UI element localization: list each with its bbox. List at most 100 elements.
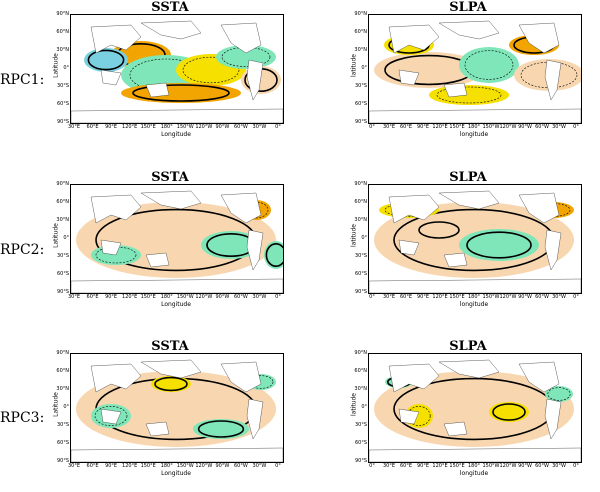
y-tick-label: 90°S [56,289,69,295]
x-tick-label: 120°E [432,463,448,469]
anomaly-region [545,386,573,402]
continent-outline [369,447,581,462]
x-tick-label: 30°E [67,294,81,300]
continent-outline [398,239,420,256]
y-tick-label: 30°N [56,386,69,392]
map-plot [368,14,582,124]
x-tick-label: 180° [160,124,173,130]
y-tick-label: 30°S [354,83,367,89]
y-tick-label: 60°N [354,199,367,205]
contour-line [154,376,188,392]
continent-outline [246,59,264,101]
x-axis-label: Longitude [161,470,191,477]
y-tick-label: 90°N [354,181,367,187]
continent-outline [388,194,440,224]
continent-outline [140,20,202,40]
continent-outline [398,408,420,425]
x-tick-label: 30°W [252,124,267,130]
x-tick-label: 0° [573,463,579,469]
anomaly-region [151,376,191,392]
anomaly-region [374,371,574,447]
x-tick-label: 120°E [432,294,448,300]
y-tick-label: 90°N [56,181,69,187]
continent-outline [90,363,142,393]
x-tick-label: 90°W [518,294,532,300]
continent-outline [369,278,581,293]
x-axis-label: longitude [459,301,489,308]
continent-outline [100,408,122,425]
x-tick-label: 150°W [176,463,194,469]
x-tick-label: 120°E [122,463,138,469]
x-tick-label: 150°E [140,463,156,469]
continent-outline [71,447,283,462]
contour-line [265,243,283,267]
x-tick-label: 30°W [252,463,267,469]
y-tick-label: 60°S [354,271,367,277]
anomaly-region [121,83,241,103]
y-tick-label: 90°S [354,289,367,295]
y-tick-label: 30°N [354,217,367,223]
x-tick-label: 180° [467,463,481,469]
y-axis-ticks: 90°N 60°N 30°N 0° 30°S 60°S 90°S [56,181,70,295]
x-tick-label: 90°W [518,124,532,130]
x-tick-label: 120°E [122,124,138,130]
x-tick-label: 180° [160,294,173,300]
x-tick-label: 180° [467,294,481,300]
x-tick-label: 0° [275,463,281,469]
x-tick-label: 150°W [176,294,194,300]
x-tick-label: 60°E [399,463,413,469]
continent-outline [544,398,562,440]
y-tick-label: 30°S [56,253,69,259]
anomaly-region [489,402,529,422]
x-tick-label: 30°E [382,294,396,300]
y-tick-label: 30°S [56,83,69,89]
x-tick-label: 90°E [105,124,118,130]
y-tick-label: 60°N [56,368,69,374]
x-tick-label: 90°E [416,294,430,300]
x-axis-ticks: 0° 30°E 60°E 90°E 120°E 150°E 180° 150°W 120°W 90… [368,124,580,132]
x-tick-label: 180° [467,124,481,130]
map-plot [70,184,284,294]
anomaly-region [459,47,519,83]
x-tick-label: 120°W [195,463,213,469]
anomaly-field [369,359,581,462]
x-axis-ticks: 0° 30°E 60°E 90°E 120°E 150°E 180° 150°W 120°W 90… [368,294,580,302]
x-tick-label: 60°W [535,463,549,469]
continent-outline [100,239,122,256]
x-tick-label: 90°W [215,294,230,300]
continent-outline [71,278,283,293]
anomaly-field [71,359,283,462]
y-tick-label: 0° [361,65,367,71]
x-axis-ticks: 0° 30°E 60°E 90°E 120°E 150°E 180° 150°W 120°W 90… [368,463,580,471]
map-plot [70,14,284,124]
x-tick-label: 90°E [416,124,430,130]
y-tick-label: 30°S [56,422,69,428]
x-tick-label: 60°E [86,124,99,130]
continent-outline [145,82,170,98]
anomaly-field [369,20,581,123]
x-tick-label: 60°E [399,294,413,300]
contour-line [132,84,230,102]
y-tick-label: 60°N [354,368,367,374]
y-tick-label: 90°N [56,350,69,356]
x-tick-label: 60°W [234,463,248,469]
continent-outline [140,359,202,379]
anomaly-region [414,220,464,240]
x-axis-label: Longitude [161,301,191,308]
panel-title: SSTA [151,339,189,354]
continent-outline [71,108,283,123]
x-axis-ticks: 30°E 60°E 90°E 120°E 150°E 180° 150°W 120°W 90°W… [68,463,282,471]
x-tick-label: 0° [275,124,281,130]
anomaly-region [201,231,261,259]
anomaly-region [459,229,539,261]
contour-line [197,420,245,438]
y-tick-label: 0° [361,404,367,410]
y-tick-label: 30°S [354,422,367,428]
panel-rpc1-ssta: SSTA 90°N 60°N 30°N 0° 30°S 60°S 90°S Latitude 30… [50,0,290,150]
x-tick-label: 150°E [140,124,156,130]
contour-line [464,50,514,80]
continent-outline [220,22,262,54]
x-tick-label: 60°W [234,124,248,130]
panel-title: SLPA [449,0,487,15]
contour-line [95,246,137,264]
